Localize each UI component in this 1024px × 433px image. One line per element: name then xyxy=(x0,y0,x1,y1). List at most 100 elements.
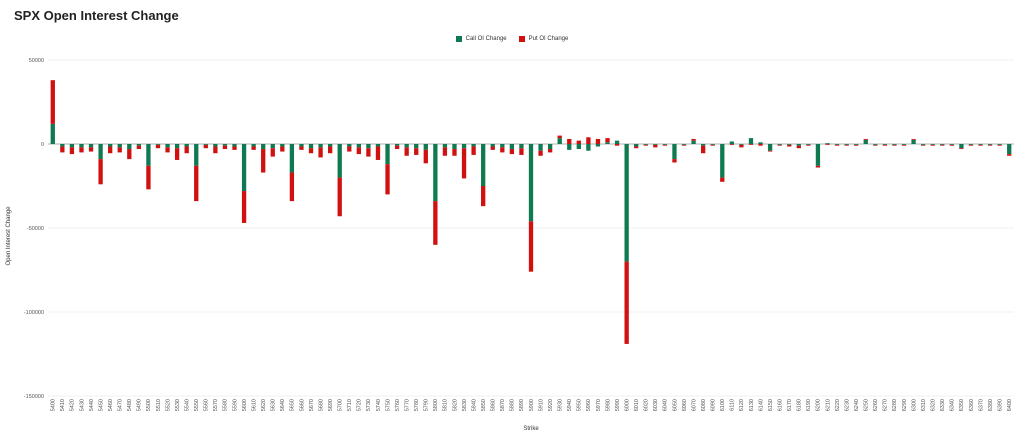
call-bar-6330[interactable] xyxy=(940,144,945,145)
call-bar-6220[interactable] xyxy=(834,144,840,145)
call-bar-5580[interactable] xyxy=(222,144,228,146)
call-bar-6120[interactable] xyxy=(739,144,744,145)
call-bar-6390[interactable] xyxy=(997,144,1002,145)
put-bar-5980[interactable] xyxy=(605,138,610,143)
call-bar-6310[interactable] xyxy=(920,144,926,145)
call-bar-5430[interactable] xyxy=(79,144,84,148)
call-bar-5810[interactable] xyxy=(442,144,448,148)
put-bar-5600[interactable] xyxy=(241,191,247,223)
call-bar-6070[interactable] xyxy=(691,140,696,144)
put-bar-6160[interactable] xyxy=(777,144,782,146)
put-bar-5460[interactable] xyxy=(108,146,113,154)
put-bar-5660[interactable] xyxy=(299,146,304,150)
call-bar-5880[interactable] xyxy=(509,144,515,150)
put-bar-5900[interactable] xyxy=(528,221,534,272)
put-bar-5570[interactable] xyxy=(213,146,218,154)
put-bar-6330[interactable] xyxy=(940,144,945,146)
call-bar-5660[interactable] xyxy=(299,144,304,147)
call-bar-5890[interactable] xyxy=(519,144,524,149)
call-bar-5840[interactable] xyxy=(471,144,476,147)
call-bar-6170[interactable] xyxy=(787,144,792,145)
put-bar-6030[interactable] xyxy=(653,144,658,148)
put-bar-6230[interactable] xyxy=(844,144,849,146)
put-bar-6020[interactable] xyxy=(643,144,648,146)
put-bar-5860[interactable] xyxy=(490,146,495,150)
put-bar-5890[interactable] xyxy=(519,148,524,155)
put-bar-6240[interactable] xyxy=(854,144,859,146)
put-bar-5590[interactable] xyxy=(232,146,237,150)
call-bar-6030[interactable] xyxy=(653,144,658,145)
put-bar-5750[interactable] xyxy=(385,164,390,195)
call-bar-6100[interactable] xyxy=(720,144,725,178)
call-bar-5490[interactable] xyxy=(136,144,142,146)
call-bar-6010[interactable] xyxy=(634,144,639,147)
put-bar-6000[interactable] xyxy=(624,261,629,344)
put-bar-5470[interactable] xyxy=(117,147,122,153)
call-bar-5590[interactable] xyxy=(232,144,237,147)
put-bar-6290[interactable] xyxy=(901,144,907,146)
put-bar-6320[interactable] xyxy=(930,144,935,146)
call-bar-6350[interactable] xyxy=(959,144,964,149)
call-bar-5940[interactable] xyxy=(567,144,572,150)
call-bar-5440[interactable] xyxy=(88,144,94,148)
call-bar-5540[interactable] xyxy=(184,144,189,147)
call-bar-6320[interactable] xyxy=(930,144,935,145)
put-bar-6200[interactable] xyxy=(815,165,821,168)
call-bar-5860[interactable] xyxy=(490,144,495,147)
call-bar-5550[interactable] xyxy=(194,144,199,166)
call-bar-6110[interactable] xyxy=(729,141,735,144)
put-bar-6220[interactable] xyxy=(834,144,840,146)
put-bar-6280[interactable] xyxy=(892,144,897,146)
call-bar-5760[interactable] xyxy=(394,144,400,146)
put-bar-6120[interactable] xyxy=(739,144,744,148)
put-bar-5870[interactable] xyxy=(500,147,505,153)
put-bar-5740[interactable] xyxy=(375,146,381,160)
call-bar-6050[interactable] xyxy=(672,144,677,160)
call-bar-6250[interactable] xyxy=(863,139,868,144)
put-bar-5450[interactable] xyxy=(98,159,103,185)
call-bar-6040[interactable] xyxy=(662,144,668,145)
put-bar-5560[interactable] xyxy=(203,144,208,149)
put-bar-6350[interactable] xyxy=(959,148,964,150)
call-bar-5500[interactable] xyxy=(146,144,151,166)
put-bar-6080[interactable] xyxy=(701,145,706,154)
put-bar-5790[interactable] xyxy=(423,149,428,164)
put-bar-5940[interactable] xyxy=(567,138,572,144)
put-bar-6150[interactable] xyxy=(767,150,773,152)
put-bar-5850[interactable] xyxy=(481,186,486,207)
put-bar-6190[interactable] xyxy=(806,144,811,146)
put-bar-5630[interactable] xyxy=(270,148,275,157)
call-bar-5600[interactable] xyxy=(241,144,247,192)
put-bar-6100[interactable] xyxy=(720,177,725,182)
call-bar-5400[interactable] xyxy=(50,123,55,144)
put-bar-5650[interactable] xyxy=(289,172,295,202)
put-bar-5970[interactable] xyxy=(595,138,601,144)
put-bar-5820[interactable] xyxy=(452,149,457,156)
call-bar-6150[interactable] xyxy=(767,144,773,151)
put-bar-5530[interactable] xyxy=(174,148,180,160)
call-bar-6240[interactable] xyxy=(854,144,859,145)
call-bar-5480[interactable] xyxy=(127,144,132,150)
put-bar-5730[interactable] xyxy=(366,148,371,157)
call-bar-6290[interactable] xyxy=(901,144,907,145)
call-bar-5410[interactable] xyxy=(60,144,65,147)
call-bar-5420[interactable] xyxy=(69,144,75,148)
call-bar-6210[interactable] xyxy=(825,143,830,144)
call-bar-5720[interactable] xyxy=(356,144,361,148)
put-bar-5830[interactable] xyxy=(461,148,467,179)
put-bar-6010[interactable] xyxy=(634,146,639,149)
put-bar-5410[interactable] xyxy=(60,146,65,153)
call-bar-5620[interactable] xyxy=(261,144,266,150)
put-bar-5620[interactable] xyxy=(261,149,266,173)
put-bar-5910[interactable] xyxy=(538,150,543,156)
put-bar-5520[interactable] xyxy=(165,147,170,153)
call-bar-5670[interactable] xyxy=(308,144,314,149)
call-bar-6230[interactable] xyxy=(844,144,849,145)
call-bar-5520[interactable] xyxy=(165,144,170,148)
put-bar-5640[interactable] xyxy=(280,146,285,152)
call-bar-6180[interactable] xyxy=(796,144,801,146)
call-bar-5470[interactable] xyxy=(117,144,122,148)
put-bar-6210[interactable] xyxy=(825,144,830,145)
put-bar-6300[interactable] xyxy=(911,138,916,140)
call-bar-6020[interactable] xyxy=(643,144,648,145)
